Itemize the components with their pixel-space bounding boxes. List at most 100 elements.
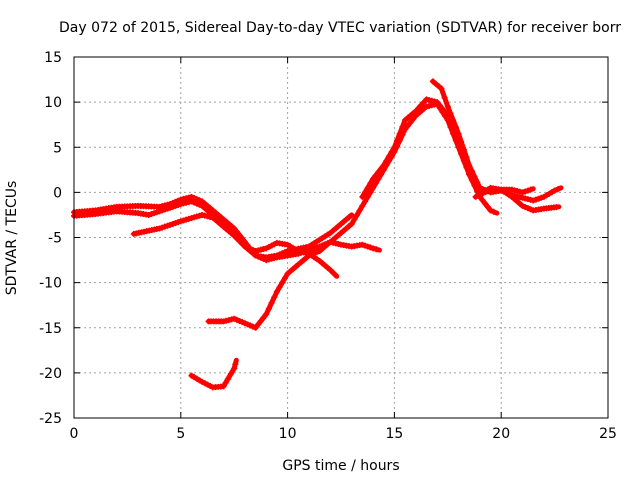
data-point: [279, 279, 286, 286]
data-point: [396, 130, 403, 137]
y-tick-label: 5: [53, 140, 62, 156]
data-point: [439, 105, 446, 112]
data-point: [273, 288, 280, 295]
data-point: [372, 180, 379, 187]
data-point: [372, 172, 379, 179]
data-point: [468, 167, 475, 174]
data-point: [466, 162, 473, 169]
series-group: [71, 78, 564, 391]
data-point: [490, 208, 497, 215]
y-tick-label: 10: [44, 95, 62, 111]
data-point: [232, 361, 239, 368]
data-point: [367, 189, 374, 196]
data-point: [260, 314, 267, 321]
y-tick-label: 15: [44, 50, 62, 66]
y-tick-label: 0: [53, 185, 62, 201]
data-point: [554, 186, 561, 193]
data-point: [394, 137, 401, 144]
x-tick-label: 20: [492, 426, 510, 442]
data-point: [370, 245, 377, 252]
data-point: [458, 138, 465, 145]
data-point: [463, 154, 470, 161]
data-point: [444, 103, 451, 110]
data-point: [257, 317, 264, 324]
data-point: [231, 225, 238, 232]
data-point: [351, 216, 358, 223]
data-point: [364, 184, 371, 191]
data-point: [471, 173, 478, 180]
chart-title: Day 072 of 2015, Sidereal Day-to-day VTE…: [59, 20, 621, 36]
x-tick-label: 5: [176, 426, 185, 442]
data-point: [327, 266, 334, 273]
data-point: [447, 110, 454, 117]
data-point: [370, 184, 377, 191]
data-point: [375, 169, 382, 176]
y-tick-label: -20: [39, 366, 62, 382]
data-point: [346, 214, 353, 221]
data-point: [404, 122, 411, 129]
data-point: [441, 94, 448, 101]
data-point: [452, 123, 459, 130]
data-point: [380, 162, 387, 169]
data-point: [359, 193, 366, 200]
data-point: [231, 365, 238, 372]
data-point: [265, 305, 272, 312]
data-point: [455, 130, 462, 137]
data-point: [450, 117, 457, 124]
data-point: [434, 99, 441, 106]
data-point: [391, 144, 398, 151]
series-track-4: [273, 239, 382, 261]
data-point: [410, 116, 417, 123]
data-point: [227, 370, 234, 377]
data-point: [436, 102, 443, 109]
data-point: [367, 180, 374, 187]
data-point: [482, 200, 489, 207]
data-point: [356, 207, 363, 214]
data-point: [330, 270, 337, 277]
series-track-10: [188, 357, 239, 391]
data-point: [474, 179, 481, 186]
data-point: [362, 198, 369, 205]
data-point: [271, 294, 278, 301]
data-point: [388, 148, 395, 155]
grid: [74, 57, 608, 418]
data-point: [255, 321, 262, 328]
x-tick-label: 10: [279, 426, 297, 442]
data-point: [553, 204, 560, 211]
data-point: [224, 376, 231, 383]
data-point: [313, 249, 320, 256]
y-tick-label: -10: [39, 276, 62, 292]
ticks: 0 5 10 15 20 25 -25 -20 -15 -10 -5 0 5 10 15: [39, 50, 617, 442]
data-point: [438, 85, 445, 92]
data-point: [479, 197, 486, 204]
data-point: [442, 109, 449, 116]
data-point: [281, 275, 288, 282]
data-point: [222, 379, 229, 386]
data-point: [527, 186, 534, 193]
x-tick-label: 0: [70, 426, 79, 442]
data-point: [362, 189, 369, 196]
data-point: [407, 119, 414, 126]
data-point: [220, 383, 227, 390]
y-tick-label: -5: [48, 231, 62, 247]
data-point: [551, 187, 558, 194]
data-point: [348, 220, 355, 227]
x-tick-label: 15: [385, 426, 403, 442]
series-track-9: [205, 248, 323, 331]
y-tick-label: -15: [39, 321, 62, 337]
data-point: [383, 157, 390, 164]
data-point: [354, 211, 361, 218]
data-point: [373, 246, 380, 253]
data-point: [263, 311, 270, 318]
data-point: [487, 207, 494, 214]
data-point: [378, 165, 385, 172]
series-track-8: [472, 186, 536, 200]
data-point: [252, 324, 259, 331]
y-axis-label: SDTVAR / TECUs: [4, 181, 20, 296]
data-point: [484, 204, 491, 211]
data-point: [375, 175, 382, 182]
x-tick-label: 25: [599, 426, 617, 442]
data-point: [359, 202, 366, 209]
data-point: [386, 153, 393, 160]
